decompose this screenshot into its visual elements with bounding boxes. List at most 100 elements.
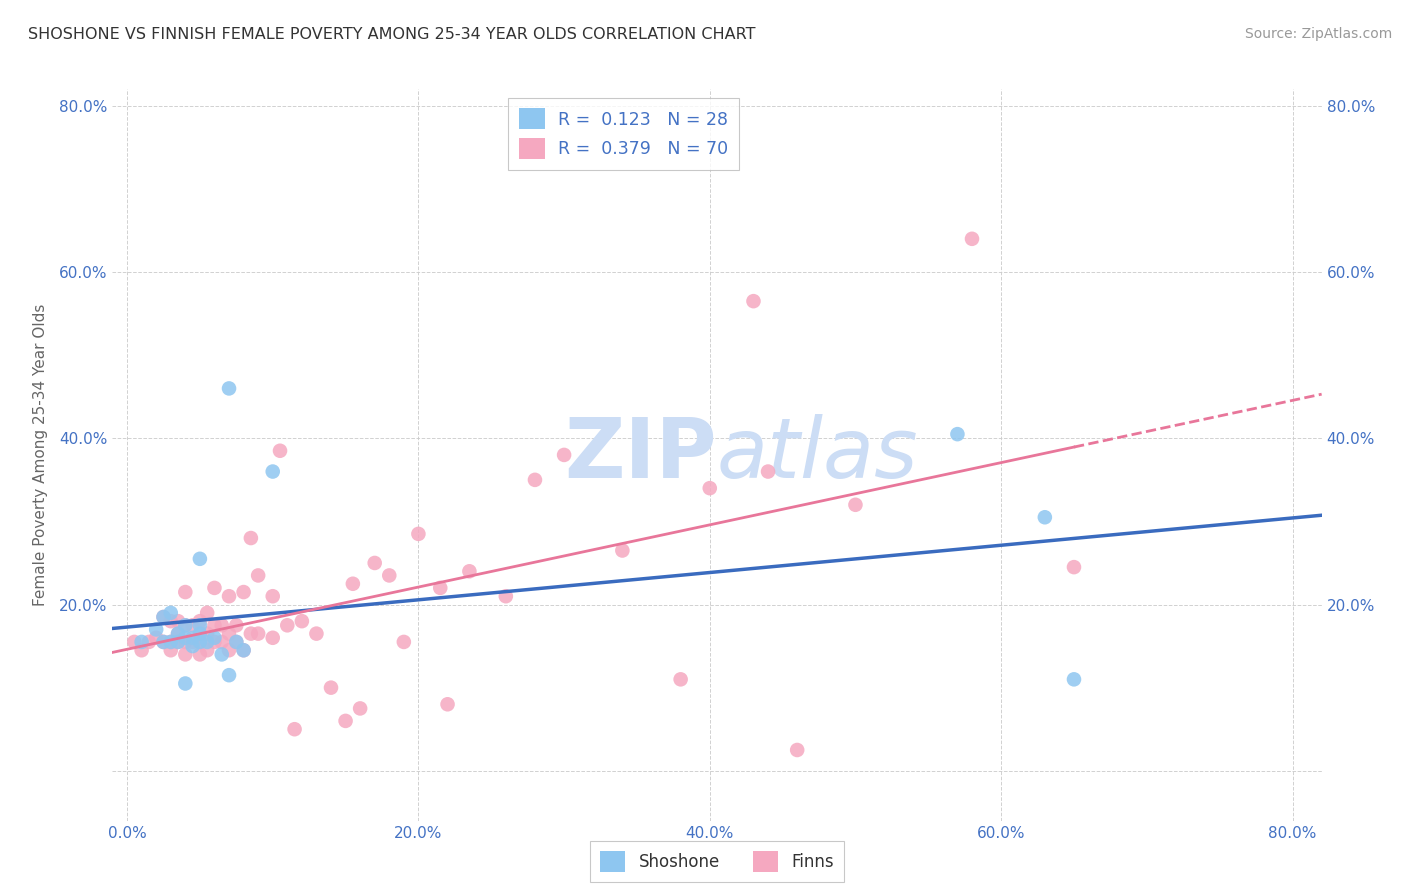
Point bbox=[218, 626, 240, 640]
Point bbox=[946, 427, 969, 442]
Y-axis label: Female Poverty Among 25-34 Year Olds: Female Poverty Among 25-34 Year Olds bbox=[32, 304, 48, 606]
Point bbox=[167, 614, 190, 628]
Point bbox=[211, 618, 233, 632]
Point bbox=[195, 606, 218, 620]
Point bbox=[218, 589, 240, 603]
Legend: Shoshone, Finns: Shoshone, Finns bbox=[591, 841, 844, 882]
Point bbox=[232, 643, 254, 657]
Point bbox=[211, 635, 233, 649]
Point bbox=[247, 568, 270, 582]
Point bbox=[342, 576, 364, 591]
Point bbox=[786, 743, 808, 757]
Point bbox=[523, 473, 546, 487]
Point bbox=[960, 232, 983, 246]
Point bbox=[195, 635, 218, 649]
Point bbox=[276, 618, 298, 632]
Point bbox=[188, 648, 211, 662]
Point bbox=[844, 498, 866, 512]
Point bbox=[167, 626, 190, 640]
Point bbox=[232, 585, 254, 599]
Point bbox=[408, 527, 430, 541]
Point bbox=[392, 635, 415, 649]
Point bbox=[239, 626, 262, 640]
Point bbox=[159, 635, 181, 649]
Point bbox=[174, 648, 197, 662]
Point bbox=[174, 585, 197, 599]
Text: SHOSHONE VS FINNISH FEMALE POVERTY AMONG 25-34 YEAR OLDS CORRELATION CHART: SHOSHONE VS FINNISH FEMALE POVERTY AMONG… bbox=[28, 27, 755, 42]
Point bbox=[181, 639, 204, 653]
Point bbox=[218, 668, 240, 682]
Point bbox=[305, 626, 328, 640]
Point bbox=[159, 643, 181, 657]
Point bbox=[669, 673, 692, 687]
Point bbox=[1033, 510, 1056, 524]
Point bbox=[204, 635, 226, 649]
Text: ZIP: ZIP bbox=[565, 415, 717, 495]
Point bbox=[429, 581, 451, 595]
Point bbox=[364, 556, 387, 570]
Point bbox=[436, 698, 458, 712]
Point bbox=[1063, 673, 1085, 687]
Point bbox=[159, 614, 181, 628]
Point bbox=[378, 568, 401, 582]
Point bbox=[145, 631, 167, 645]
Point bbox=[284, 723, 307, 737]
Point bbox=[188, 618, 211, 632]
Point bbox=[319, 681, 342, 695]
Point bbox=[211, 648, 233, 662]
Point bbox=[174, 676, 197, 690]
Point bbox=[188, 635, 211, 649]
Point bbox=[291, 614, 314, 628]
Point bbox=[225, 618, 247, 632]
Point bbox=[181, 635, 204, 649]
Point bbox=[495, 589, 517, 603]
Point bbox=[138, 635, 160, 649]
Point bbox=[188, 614, 211, 628]
Point bbox=[188, 635, 211, 649]
Point bbox=[124, 635, 146, 649]
Point bbox=[188, 551, 211, 566]
Point bbox=[174, 618, 197, 632]
Point bbox=[204, 631, 226, 645]
Point bbox=[204, 581, 226, 595]
Point bbox=[699, 481, 721, 495]
Point bbox=[262, 465, 284, 479]
Point bbox=[239, 531, 262, 545]
Text: atlas: atlas bbox=[717, 415, 918, 495]
Point bbox=[159, 635, 181, 649]
Point bbox=[174, 618, 197, 632]
Point bbox=[225, 635, 247, 649]
Point bbox=[159, 606, 181, 620]
Point bbox=[218, 381, 240, 395]
Point bbox=[262, 631, 284, 645]
Point bbox=[152, 610, 174, 624]
Point bbox=[152, 635, 174, 649]
Point bbox=[167, 635, 190, 649]
Point bbox=[181, 618, 204, 632]
Point bbox=[458, 564, 481, 578]
Point bbox=[225, 635, 247, 649]
Point bbox=[349, 701, 371, 715]
Point bbox=[152, 610, 174, 624]
Point bbox=[181, 631, 204, 645]
Point bbox=[232, 643, 254, 657]
Point bbox=[247, 626, 270, 640]
Point bbox=[262, 589, 284, 603]
Point bbox=[195, 643, 218, 657]
Point bbox=[204, 618, 226, 632]
Point bbox=[756, 465, 779, 479]
Point bbox=[188, 626, 211, 640]
Point bbox=[269, 443, 291, 458]
Point bbox=[152, 635, 174, 649]
Point bbox=[167, 635, 190, 649]
Point bbox=[742, 294, 765, 309]
Text: Source: ZipAtlas.com: Source: ZipAtlas.com bbox=[1244, 27, 1392, 41]
Point bbox=[612, 543, 634, 558]
Point bbox=[131, 635, 153, 649]
Point bbox=[1063, 560, 1085, 574]
Point bbox=[174, 635, 197, 649]
Point bbox=[174, 631, 197, 645]
Point bbox=[335, 714, 357, 728]
Point bbox=[195, 626, 218, 640]
Point bbox=[218, 643, 240, 657]
